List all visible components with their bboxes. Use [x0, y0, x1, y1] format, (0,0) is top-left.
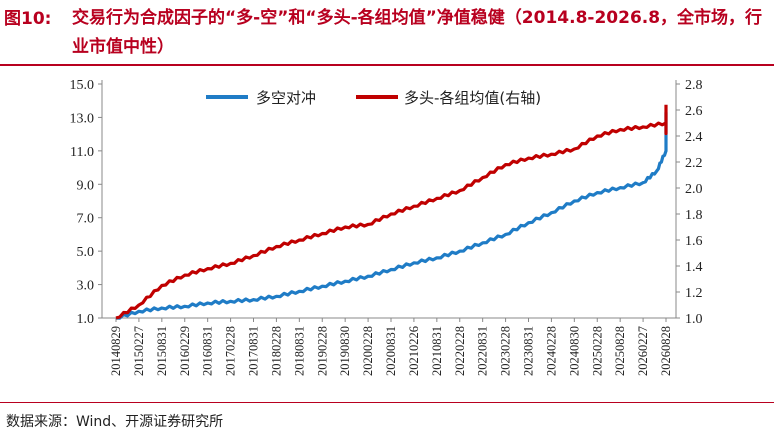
left-tick-label: 7.0: [77, 212, 95, 227]
x-tick-label: 20160831: [201, 326, 215, 376]
series-line-long-short: [115, 112, 668, 320]
x-tick-label: 20190228: [315, 326, 329, 376]
title-rule: [0, 64, 774, 66]
chart: 1.0 3.0 5.0 7.0 9.0 11.0 13.0 15.0 1.0 1.2 1.4 1.6 1…: [70, 78, 703, 376]
figure-label: 图10:: [4, 9, 52, 29]
x-tick-label: 20220228: [453, 326, 467, 376]
series-line-long-mean: [115, 104, 668, 320]
x-tick-label: 20200831: [384, 326, 398, 376]
x-tick-label: 20180228: [269, 326, 283, 376]
x-tick-label: 20160229: [178, 326, 192, 376]
left-tick-label: 15.0: [70, 78, 95, 93]
figure-title: 交易行为合成因子的“多-空”和“多头-各组均值”净值稳健（2014.8-2026…: [72, 8, 763, 57]
right-tick-label: 2.4: [685, 130, 703, 145]
x-tick-label: 20230831: [522, 326, 536, 376]
x-tick-label: 20150831: [155, 326, 169, 376]
right-tick-label: 1.2: [685, 286, 703, 301]
left-tick-label: 13.0: [70, 111, 95, 126]
x-tick-label: 20250828: [613, 326, 627, 376]
left-tick-label: 3.0: [77, 279, 95, 294]
right-tick-label: 1.8: [685, 208, 703, 223]
x-tick-label: 20170228: [224, 326, 238, 376]
left-tick-label: 5.0: [77, 245, 95, 260]
right-tick-label: 1.4: [685, 260, 703, 275]
legend-label-long-mean: 多头-各组均值(右轴): [404, 89, 541, 107]
x-tick-label: 20240830: [567, 326, 581, 376]
x-tick-label: 20200228: [361, 326, 375, 376]
right-tick-label: 2.8: [685, 78, 703, 93]
right-tick-label: 2.0: [685, 182, 703, 197]
left-tick-label: 11.0: [70, 145, 94, 160]
x-tick-label: 20220831: [476, 326, 490, 376]
right-tick-label: 2.2: [685, 156, 703, 171]
right-tick-label: 2.6: [685, 104, 703, 119]
right-tick-label: 1.0: [685, 312, 703, 327]
source-note: 数据来源：Wind、开源证券研究所: [6, 414, 224, 430]
x-tick-label: 20240228: [544, 326, 558, 376]
x-tick-label: 20180831: [292, 326, 306, 376]
left-tick-label: 1.0: [77, 312, 95, 327]
x-tick-label: 20260828: [659, 326, 673, 376]
x-tick-label: 20210226: [407, 326, 421, 376]
right-tick-label: 1.6: [685, 234, 703, 249]
x-tick-label: 20150227: [132, 326, 146, 376]
legend-label-long-short: 多空对冲: [256, 89, 316, 107]
x-tick-label: 20140829: [109, 326, 123, 376]
source-rule: [0, 402, 774, 403]
x-tick-label: 20230228: [499, 326, 513, 376]
x-tick-label: 20190830: [338, 326, 352, 376]
left-tick-label: 9.0: [77, 178, 95, 193]
x-tick-label: 20170831: [247, 326, 261, 376]
x-tick-label: 20260227: [636, 326, 650, 376]
x-tick-label: 20250228: [590, 326, 604, 376]
x-tick-label: 20210831: [430, 326, 444, 376]
figure-header: 图10: 交易行为合成因子的“多-空”和“多头-各组均值”净值稳健（2014.8…: [0, 0, 774, 66]
